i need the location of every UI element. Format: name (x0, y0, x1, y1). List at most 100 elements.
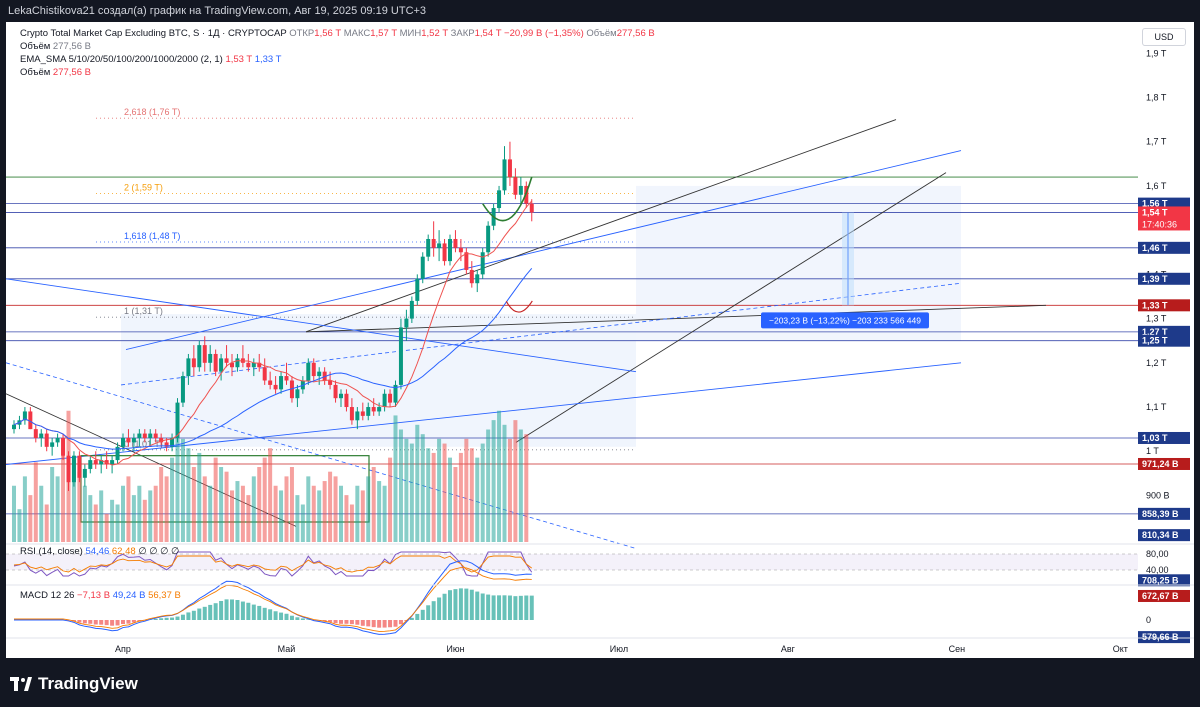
rsi-value-2: 62,48 (111, 546, 136, 557)
macd-hist (213, 603, 218, 620)
candle-body (311, 362, 316, 377)
volume-bar (289, 467, 294, 542)
macd-hist (322, 620, 327, 622)
rsi-line (13, 551, 533, 577)
ema-line-blue (13, 268, 533, 450)
volume-bar (426, 448, 431, 542)
macd-hist (339, 620, 343, 624)
volume-bar (180, 438, 185, 542)
macd-hist (175, 616, 180, 620)
volume-bar (300, 504, 305, 542)
candle-body (437, 243, 442, 248)
candle-body (453, 238, 458, 248)
price-tick-1,3 T: 1,3 T (1146, 314, 1167, 324)
volume-bar (322, 481, 327, 542)
volume-value: 277,56 B (616, 28, 655, 39)
volume-bar (186, 448, 191, 542)
low-label: МИН (399, 28, 422, 39)
candle-body (464, 252, 469, 270)
ema-label: EMA_SMA 5/10/20/50/100/200/1000/2000 (2,… (20, 54, 223, 65)
chart-frame[interactable]: 2,618 (1,76 T) 2 (1,59 T) 1,618 (1,48 T) 1 … (6, 22, 1194, 658)
candle-body (398, 327, 403, 385)
ema-line-red (13, 200, 533, 466)
volume-bar (279, 490, 284, 542)
candle-body (366, 407, 371, 416)
volume-bar (415, 424, 420, 542)
macd-hist (77, 620, 82, 623)
macd-hist (131, 620, 136, 623)
macd-hist (257, 605, 262, 620)
macd-hist (180, 614, 185, 620)
candle-body (110, 460, 115, 465)
price-badge-text: 1,39 T (1142, 274, 1168, 284)
volume-bar (486, 429, 491, 542)
macd-value-3: 56,37 B (148, 590, 181, 601)
price-tick-1,2 T: 1,2 T (1146, 358, 1167, 368)
macd-hist (240, 601, 245, 620)
macd-hist (279, 612, 284, 620)
volume-bar (491, 420, 496, 542)
volume-bar (39, 485, 44, 542)
macd-hist (491, 595, 496, 620)
macd-hist (82, 620, 87, 624)
volume-bar (437, 438, 442, 542)
price-badge-text: 1,25 T (1142, 336, 1168, 346)
volume-bar (257, 467, 262, 542)
tradingview-logo[interactable]: TradingView (10, 674, 138, 694)
macd-hist (333, 620, 338, 624)
macd-hist (513, 596, 518, 620)
macd-hist (464, 588, 469, 620)
candle-body (289, 380, 294, 399)
price-badge-text: 1,54 T (1142, 207, 1168, 217)
price-tick-1,1 T: 1,1 T (1146, 402, 1167, 412)
macd-hist (355, 620, 360, 625)
candle-body (431, 238, 436, 248)
vol2-value: 277,56 B (52, 41, 91, 52)
candle-body (213, 353, 218, 372)
macd-hist (382, 620, 387, 628)
currency-button[interactable]: USD (1142, 28, 1186, 46)
candle-body (513, 177, 518, 195)
candle-body (219, 358, 224, 372)
trend-line-4 (120, 282, 962, 386)
volume-bar (213, 457, 218, 542)
time-label-Июл: Июл (610, 644, 628, 654)
countdown-text: 17:40:36 (1142, 219, 1177, 229)
price-tick-1,8 T: 1,8 T (1146, 92, 1167, 102)
volume-bar (126, 476, 131, 542)
measure-label: −203,23 B (−13,22%) −203 233 566 449 (769, 315, 921, 325)
macd-legend: MACD 12 26 −7,13 B 49,24 B 56,37 B (20, 590, 181, 601)
candle-body (371, 407, 376, 412)
volume-bar (55, 476, 60, 542)
candle-body (175, 402, 180, 438)
macd-hist (486, 594, 491, 620)
candle-body (186, 358, 191, 377)
macd-hist (437, 597, 442, 620)
volume-bar (251, 476, 256, 542)
candle-body (382, 393, 387, 408)
chart-canvas[interactable]: 2,618 (1,76 T) 2 (1,59 T) 1,618 (1,48 T) 1 … (6, 22, 1194, 658)
high-label: МАКС (343, 28, 371, 39)
candle-body (322, 371, 327, 381)
volume-bar (159, 467, 164, 542)
candle-body (480, 252, 485, 275)
candle-body (251, 362, 256, 368)
macd-hist (115, 620, 120, 626)
price-badge-text: 1,03 T (1142, 433, 1168, 443)
macd-hist (497, 595, 502, 620)
candle-body (208, 353, 213, 363)
volume-bar (355, 485, 360, 542)
price-badge-1,03 T (1138, 431, 1190, 444)
candle-body (486, 225, 491, 253)
volume-bar (431, 452, 436, 542)
price-badge-708,25 B (1138, 574, 1190, 587)
price-badge-810,34 B (1138, 529, 1190, 542)
volume-bar (142, 499, 147, 542)
ema-legend: EMA_SMA 5/10/20/50/100/200/1000/2000 (2,… (20, 54, 281, 65)
macd-hist (349, 620, 354, 625)
rsi-tick-80,00: 80,00 (1146, 549, 1169, 559)
volume-bar (339, 485, 343, 542)
candle-body (333, 384, 338, 399)
trend-line-7 (6, 362, 637, 549)
volume-bar (497, 410, 502, 542)
